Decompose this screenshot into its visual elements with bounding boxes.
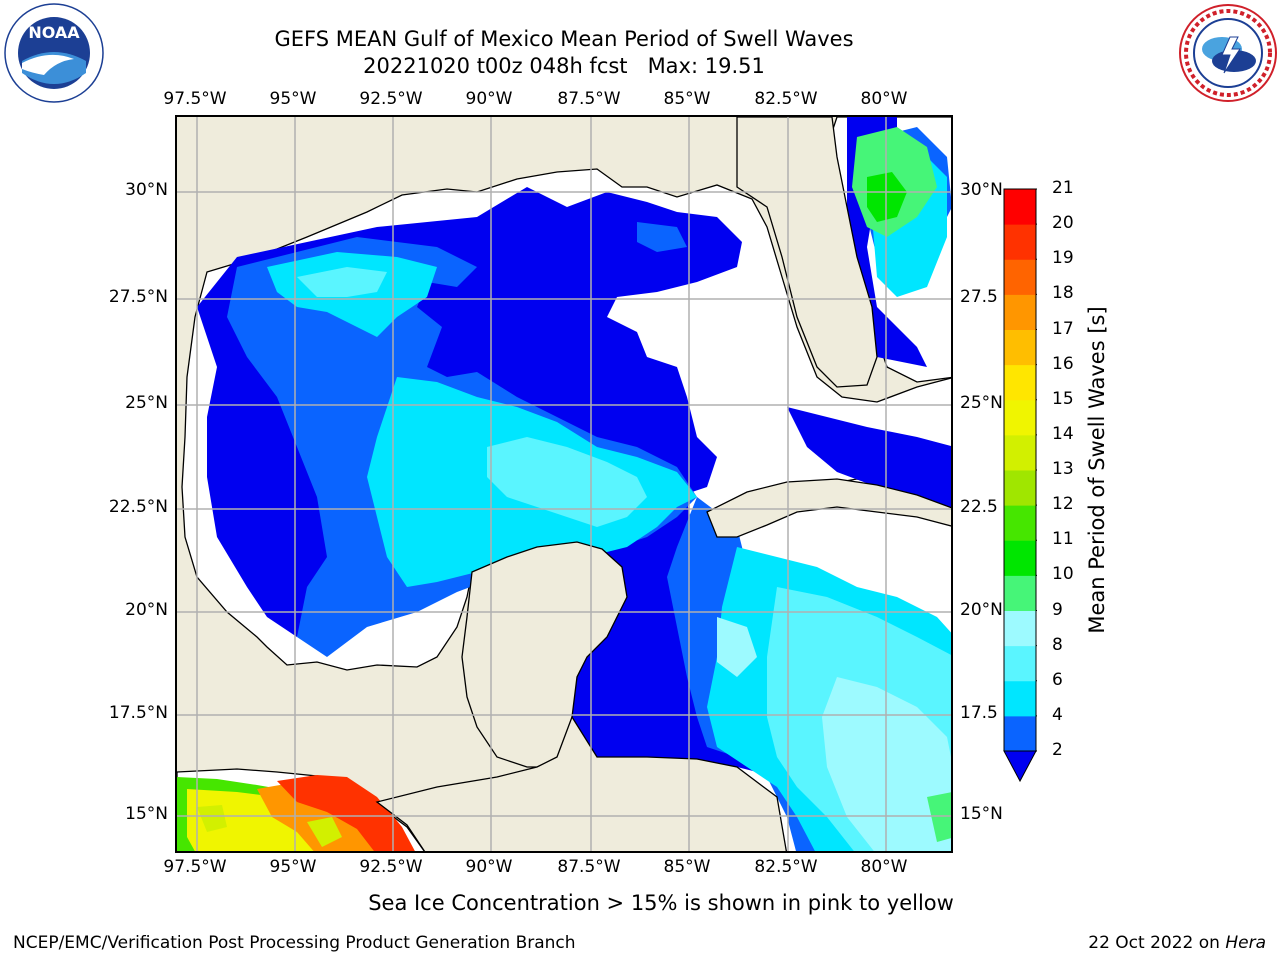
lat-tick-left: 25°N [125,393,168,413]
colorbar-under-triangle [1003,750,1037,783]
colorbar-swatch [1004,329,1036,366]
lat-tick-right: 20°N [960,600,1003,620]
lon-tick-bottom: 95°W [269,857,317,877]
lat-tick-left: 17.5°N [108,703,168,723]
lat-tick-right: 17.5 [960,703,998,723]
chart-title: GEFS MEAN Gulf of Mexico Mean Period of … [274,27,854,51]
colorbar-swatch [1004,470,1036,506]
lon-tick-top: 97.5°W [163,89,227,109]
colorbar-tick-label: 2 [1052,740,1063,760]
sea-ice-note: Sea Ice Concentration > 15% is shown in … [368,891,954,915]
lat-tick-right: 22.5 [960,497,998,517]
colorbar-swatch [1004,399,1036,436]
colorbar-tick-label: 11 [1052,529,1074,550]
colorbar-swatch [1004,259,1036,295]
colorbar-tick-label: 4 [1052,704,1063,725]
swell-fill-10-11 [867,172,907,222]
colorbar-tick-label: 9 [1052,599,1063,620]
colorbar-tick-label: 12 [1052,494,1074,515]
colorbar-tick-label: 17 [1052,318,1074,339]
credit-text: NCEP/EMC/Verification Post Processing Pr… [13,933,576,953]
lon-tick-bottom: 85°W [663,857,711,877]
colorbar-swatch [1004,680,1036,717]
colorbar-swatch [1004,540,1036,576]
colorbar-tick-label: 8 [1052,634,1063,655]
colorbar-tick-label: 6 [1052,669,1063,690]
chart-subtitle: 20221020 t00z 048h fcst Max: 19.51 [363,54,765,78]
colorbar-tick-label: 16 [1052,353,1074,374]
lon-tick-bottom: 82.5°W [754,857,818,877]
map-canvas [177,117,951,851]
colorbar-swatch [1004,294,1036,330]
lat-tick-right: 30°N [960,180,1003,200]
colorbar-swatch [1004,505,1036,541]
colorbar-swatch [1004,645,1036,682]
gridlines [177,117,951,851]
machine-name: Hera [1225,933,1266,953]
colorbar-tick-label: 21 [1052,178,1074,198]
colorbar-swatch [1004,434,1036,471]
nws-logo [1178,3,1278,103]
lat-tick-left: 20°N [125,600,168,620]
lat-tick-right: 27.5 [960,287,998,307]
lon-tick-top: 95°W [269,89,317,109]
colorbar-title: Mean Period of Swell Waves [s] [1085,306,1109,634]
lon-tick-bottom: 97.5°W [163,857,227,877]
colorbar-tick-label: 15 [1052,388,1074,409]
colorbar-tick-label: 10 [1052,564,1074,585]
lon-tick-top: 85°W [663,89,711,109]
colorbar-swatch [1004,575,1036,611]
noaa-logo: NOAA [4,3,104,103]
lon-tick-top: 82.5°W [754,89,818,109]
lat-tick-left: 30°N [125,180,168,200]
lat-tick-right: 25°N [960,393,1003,413]
lon-tick-top: 92.5°W [359,89,423,109]
lon-tick-top: 80°W [860,89,908,109]
lon-tick-top: 90°W [465,89,513,109]
colorbar-swatch [1004,364,1036,401]
colorbar-swatch [1004,610,1036,647]
colorbar-tick-label: 18 [1052,283,1074,304]
colorbar-tick-label: 20 [1052,213,1074,234]
lon-tick-bottom: 90°W [465,857,513,877]
lat-tick-left: 27.5°N [108,287,168,307]
lat-tick-left: 15°N [125,804,168,824]
colorbar-swatches [1003,188,1041,783]
coastlines [375,117,951,851]
lat-tick-left: 22.5°N [108,497,168,517]
colorbar-swatch [1004,189,1036,225]
colorbar [1003,188,1041,788]
map-panel [175,115,953,853]
date-text: 22 Oct 2022 on Hera [1088,933,1266,953]
lat-tick-right: 15°N [960,804,1003,824]
colorbar-swatch [1004,224,1036,260]
swell-fill-pacific [177,775,415,851]
lon-tick-bottom: 92.5°W [359,857,423,877]
colorbar-tick-label: 19 [1052,248,1074,269]
lon-tick-top: 87.5°W [557,89,621,109]
noaa-logo-text: NOAA [28,23,80,42]
date-value: 22 Oct 2022 on [1088,933,1226,953]
lon-tick-bottom: 80°W [860,857,908,877]
colorbar-tick-label: 14 [1052,423,1074,444]
colorbar-swatch [1004,715,1036,752]
lon-tick-bottom: 87.5°W [557,857,621,877]
colorbar-tick-label: 13 [1052,459,1074,479]
